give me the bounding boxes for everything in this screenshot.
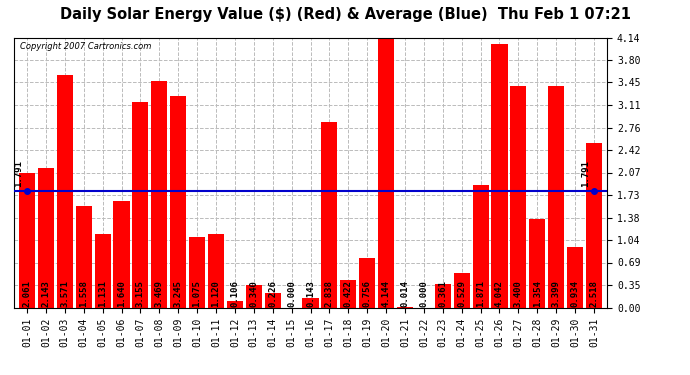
Text: 1.120: 1.120 bbox=[212, 280, 221, 307]
Bar bbox=[397, 307, 413, 308]
Text: Daily Solar Energy Value ($) (Red) & Average (Blue)  Thu Feb 1 07:21: Daily Solar Energy Value ($) (Red) & Ave… bbox=[59, 8, 631, 22]
Text: 0.226: 0.226 bbox=[268, 280, 277, 307]
Bar bbox=[378, 37, 394, 308]
Bar bbox=[586, 143, 602, 308]
Bar bbox=[57, 75, 73, 308]
Bar bbox=[302, 298, 319, 307]
Text: 1.558: 1.558 bbox=[79, 280, 88, 307]
Text: 0.934: 0.934 bbox=[571, 280, 580, 307]
Text: 2.061: 2.061 bbox=[23, 280, 32, 307]
Text: 0.756: 0.756 bbox=[363, 280, 372, 307]
Text: 3.571: 3.571 bbox=[60, 280, 69, 307]
Bar bbox=[529, 219, 545, 308]
Text: 1.131: 1.131 bbox=[98, 280, 107, 307]
Bar bbox=[208, 234, 224, 308]
Bar bbox=[359, 258, 375, 308]
Bar bbox=[38, 168, 54, 308]
Bar bbox=[567, 247, 583, 308]
Text: 3.400: 3.400 bbox=[514, 280, 523, 307]
Bar bbox=[113, 201, 130, 308]
Text: 3.155: 3.155 bbox=[136, 280, 145, 307]
Bar bbox=[151, 81, 168, 308]
Text: 2.518: 2.518 bbox=[589, 280, 598, 307]
Text: 0.000: 0.000 bbox=[420, 280, 428, 307]
Text: 1.791: 1.791 bbox=[14, 160, 23, 188]
Bar bbox=[170, 96, 186, 308]
Text: 1.354: 1.354 bbox=[533, 280, 542, 307]
Bar bbox=[132, 102, 148, 308]
Text: 0.106: 0.106 bbox=[230, 280, 239, 307]
Text: 0.143: 0.143 bbox=[306, 280, 315, 307]
Bar bbox=[246, 285, 262, 308]
Text: 0.361: 0.361 bbox=[438, 280, 447, 307]
Text: 4.042: 4.042 bbox=[495, 280, 504, 307]
Text: 0.529: 0.529 bbox=[457, 280, 466, 307]
Bar bbox=[453, 273, 470, 308]
Text: 1.640: 1.640 bbox=[117, 280, 126, 307]
Bar bbox=[76, 206, 92, 308]
Bar bbox=[491, 44, 508, 308]
Text: 0.422: 0.422 bbox=[344, 280, 353, 307]
Bar bbox=[227, 301, 243, 307]
Text: 1.791: 1.791 bbox=[581, 160, 590, 188]
Text: 4.144: 4.144 bbox=[382, 280, 391, 307]
Text: 0.014: 0.014 bbox=[400, 280, 409, 307]
Text: 2.143: 2.143 bbox=[41, 280, 50, 307]
Bar bbox=[511, 86, 526, 308]
Text: 0.000: 0.000 bbox=[287, 280, 296, 307]
Bar bbox=[435, 284, 451, 308]
Bar bbox=[189, 237, 205, 308]
Bar bbox=[322, 122, 337, 308]
Text: 1.871: 1.871 bbox=[476, 280, 485, 307]
Text: Copyright 2007 Cartronics.com: Copyright 2007 Cartronics.com bbox=[20, 42, 151, 51]
Bar bbox=[340, 280, 356, 308]
Bar bbox=[473, 186, 489, 308]
Bar bbox=[265, 293, 281, 308]
Text: 2.838: 2.838 bbox=[325, 280, 334, 307]
Text: 3.399: 3.399 bbox=[552, 280, 561, 307]
Text: 1.075: 1.075 bbox=[193, 280, 201, 307]
Bar bbox=[548, 86, 564, 308]
Bar bbox=[95, 234, 110, 308]
Bar bbox=[19, 173, 35, 308]
Text: 3.469: 3.469 bbox=[155, 280, 164, 307]
Text: 0.340: 0.340 bbox=[249, 280, 258, 307]
Text: 3.245: 3.245 bbox=[174, 280, 183, 307]
